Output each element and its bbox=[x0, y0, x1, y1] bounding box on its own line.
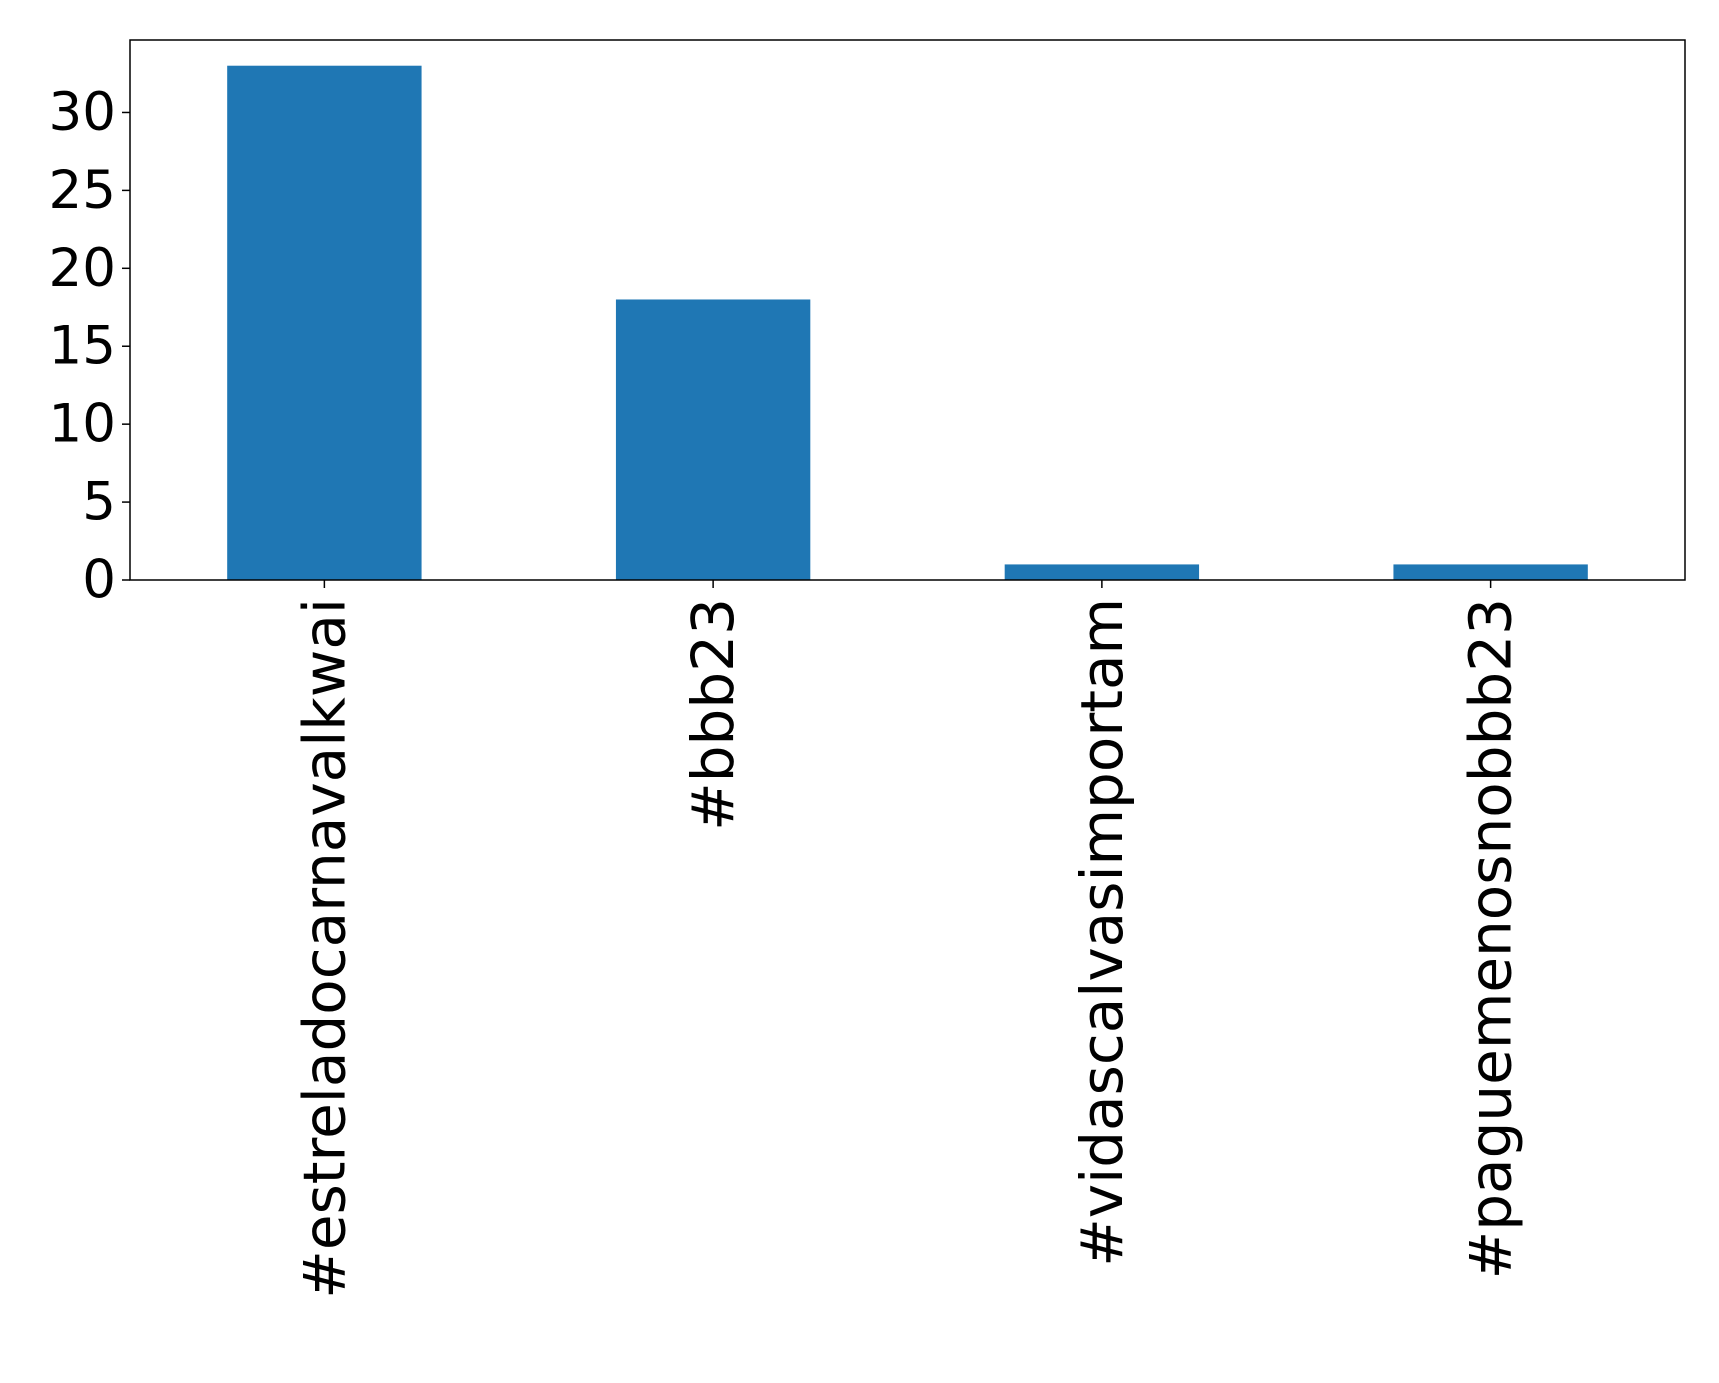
x-tick-label: #estreladocarnavalkwai bbox=[290, 598, 358, 1299]
x-tick-label: #paguemenosnobbb23 bbox=[1457, 598, 1525, 1279]
y-tick-label: 25 bbox=[49, 160, 116, 221]
bar bbox=[1393, 564, 1588, 580]
bar bbox=[1004, 564, 1200, 580]
bars-group bbox=[227, 65, 1588, 580]
x-tick-label: #bbb23 bbox=[679, 598, 747, 831]
y-tick-label: 20 bbox=[49, 238, 116, 299]
y-axis: 0 5 10 15 20 25 30 bbox=[49, 82, 130, 611]
y-tick-label: 15 bbox=[49, 316, 116, 377]
bar bbox=[615, 299, 811, 580]
plot-frame bbox=[129, 39, 1686, 581]
y-tick-label: 10 bbox=[49, 394, 116, 455]
y-tick-label: 0 bbox=[82, 550, 116, 611]
bar bbox=[227, 65, 422, 580]
y-tick-label: 5 bbox=[82, 472, 116, 533]
x-axis: #estreladocarnavalkwai #bbb23 #vidascalvas… bbox=[290, 580, 1525, 1299]
y-tick-label: 30 bbox=[49, 82, 116, 143]
x-tick-label: #vidascalvasimportam bbox=[1068, 598, 1136, 1267]
